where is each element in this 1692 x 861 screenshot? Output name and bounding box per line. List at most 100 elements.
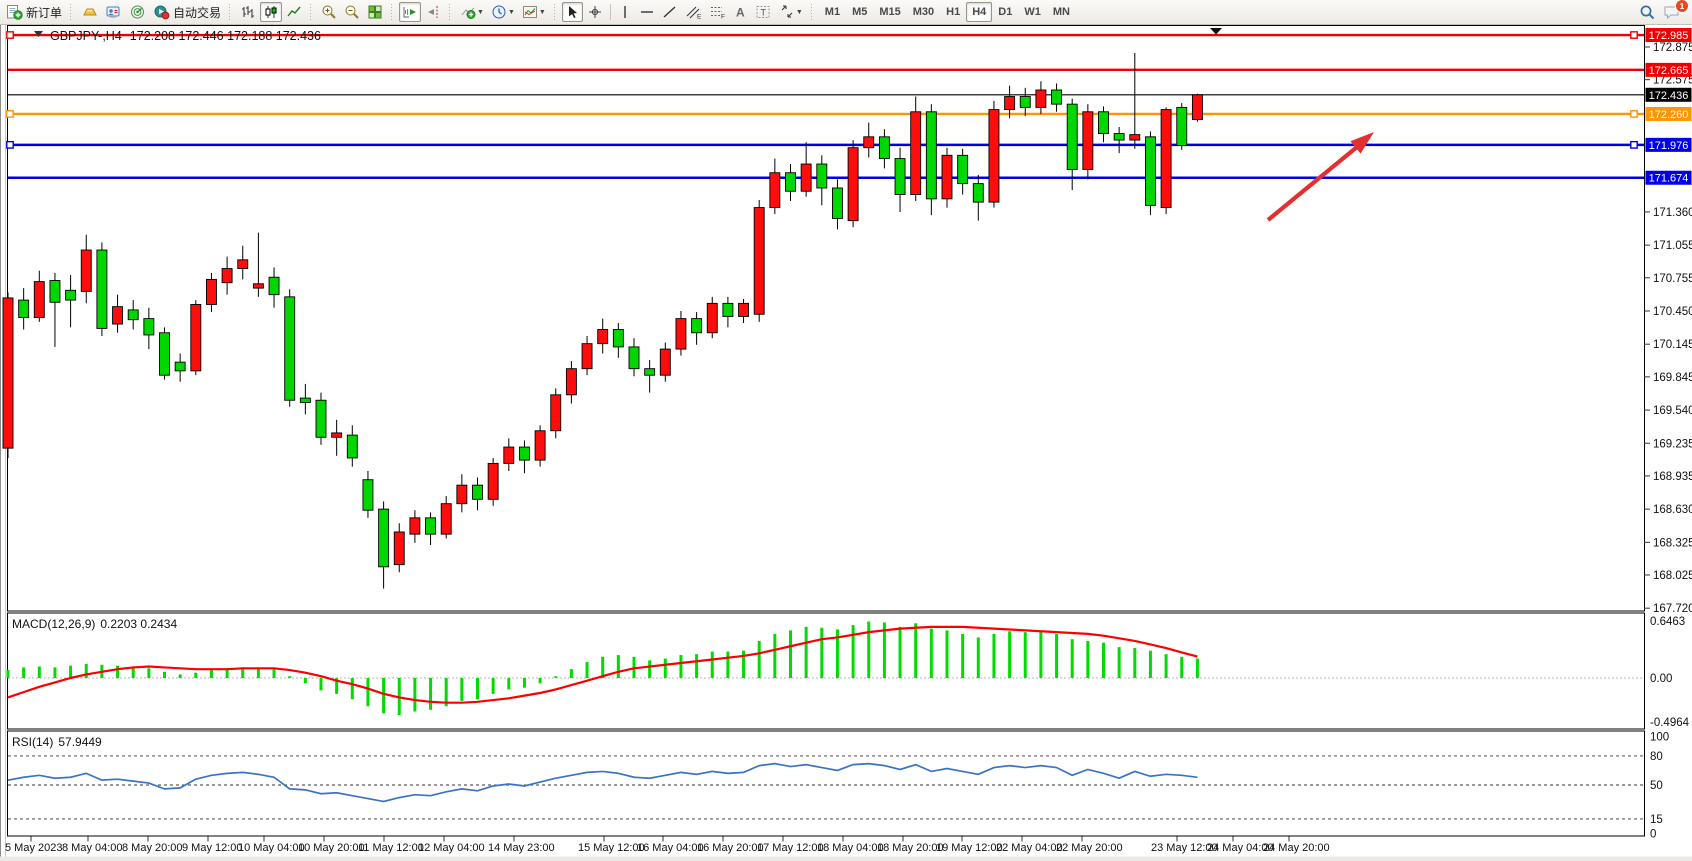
horizontal-line-tool[interactable] xyxy=(636,2,658,22)
cursor-icon xyxy=(568,6,577,19)
text-label-tool[interactable]: T xyxy=(752,2,775,22)
fibonacci-tool[interactable]: F xyxy=(706,2,729,22)
profiles-icon xyxy=(106,6,120,18)
price-badge-label: 171.976 xyxy=(1649,140,1689,152)
candles-layer xyxy=(2,52,1203,589)
timeframe-button-w1[interactable]: W1 xyxy=(1024,6,1041,18)
candle-body xyxy=(722,302,734,317)
zoom-out-icon xyxy=(345,5,359,19)
notifications-button[interactable]: 1 xyxy=(1660,0,1689,22)
time-label: 12 May 04:00 xyxy=(418,842,485,854)
line-chart-button[interactable] xyxy=(283,2,305,22)
crosshair-button[interactable] xyxy=(584,2,606,22)
price-tick-label: 168.630 xyxy=(1653,504,1692,516)
channel-tool[interactable]: E xyxy=(682,2,705,22)
toolbar: 新订单 自动交易 xyxy=(0,0,1692,25)
price-axis[interactable]: 172.875 172.575 171.360 171.055 170.755 170.4… xyxy=(1644,28,1692,841)
dropdown-arrow-icon[interactable]: ▼ xyxy=(507,8,515,16)
timeframe-button-m5[interactable]: M5 xyxy=(852,6,868,18)
dropdown-arrow-icon[interactable]: ▼ xyxy=(538,8,546,16)
candle-body xyxy=(393,531,405,566)
price-tick-label: 170.450 xyxy=(1653,306,1692,318)
candle-body xyxy=(284,296,296,401)
bar-chart-button[interactable] xyxy=(237,2,259,22)
candle-body xyxy=(378,508,390,568)
candle-body xyxy=(1191,94,1203,121)
price-tick-label: 169.540 xyxy=(1653,405,1692,417)
auto-scroll-icon xyxy=(403,7,417,18)
trendline-tool[interactable] xyxy=(659,2,681,22)
text-tool[interactable]: A xyxy=(730,2,751,22)
macd-scale-label: 0.6463 xyxy=(1650,616,1685,628)
line-handle xyxy=(6,31,14,39)
price-tick-label: 170.755 xyxy=(1653,273,1692,285)
templates-button[interactable]: ▼ xyxy=(519,2,549,22)
time-label: 10 May 04:00 xyxy=(238,842,305,854)
vertical-line-tool[interactable] xyxy=(615,2,635,22)
timeframe-button-h4[interactable]: H4 xyxy=(966,2,993,22)
price-tick-label: 168.935 xyxy=(1653,471,1692,483)
cursor-button[interactable] xyxy=(561,2,583,22)
rsi-scale-label: 0 xyxy=(1650,829,1656,841)
time-label: 18 May 04:00 xyxy=(817,842,884,854)
price-badge-label: 172.436 xyxy=(1649,90,1689,102)
price-badge xyxy=(1645,28,1692,43)
chart-shift-icon xyxy=(428,6,438,18)
zoom-in-button[interactable] xyxy=(318,2,340,22)
one-click-trading-expander[interactable] xyxy=(34,31,43,37)
candlestick-chart-button[interactable] xyxy=(260,2,283,22)
timeframe-button-mn[interactable]: MN xyxy=(1052,6,1070,18)
time-label: 11 May 12:00 xyxy=(358,842,424,854)
tile-windows-button[interactable] xyxy=(364,2,386,22)
trend-arrow-object[interactable] xyxy=(1266,132,1374,222)
time-label: 17 May 12:00 xyxy=(757,842,824,854)
panel-splitter-macd[interactable] xyxy=(7,612,1645,730)
periods-button[interactable]: ▼ xyxy=(488,2,518,22)
search-icon xyxy=(1640,5,1655,19)
panel-splitter-rsi[interactable] xyxy=(7,730,1645,837)
toolbar-grip xyxy=(228,4,234,20)
candle-body xyxy=(315,399,327,438)
svg-text:E: E xyxy=(697,14,702,21)
rsi-scale-label: 100 xyxy=(1650,732,1669,744)
timeframe-button-h1[interactable]: H1 xyxy=(946,6,961,18)
arrows-tool[interactable]: ▼ xyxy=(776,2,806,22)
price-badge-label: 172.665 xyxy=(1649,65,1689,77)
candle-body xyxy=(1035,89,1047,108)
time-label: 18 May 20:00 xyxy=(877,842,944,854)
timeframe-button-m1[interactable]: M1 xyxy=(824,6,841,18)
hline-handles-layer[interactable] xyxy=(6,31,1638,149)
new-chart-button[interactable] xyxy=(78,2,101,22)
timeframe-button-m30[interactable]: M30 xyxy=(912,6,935,18)
candle-body xyxy=(972,183,984,203)
toolbar-grip xyxy=(69,4,75,20)
toolbar-grip xyxy=(809,4,815,20)
timeframe-button-m15[interactable]: M15 xyxy=(879,6,901,18)
dropdown-arrow-icon[interactable]: ▼ xyxy=(477,8,484,16)
price-tick-label: 169.845 xyxy=(1653,372,1692,384)
dropdown-arrow-icon[interactable]: ▼ xyxy=(795,8,803,16)
indicators-button[interactable]: ▼ xyxy=(457,2,487,22)
candle-body xyxy=(174,361,186,372)
zoom-out-button[interactable] xyxy=(341,2,363,22)
candle-body xyxy=(519,446,530,461)
toolbar-grip xyxy=(552,4,558,20)
auto-scroll-button[interactable] xyxy=(399,2,422,22)
chart-shift-marker[interactable] xyxy=(1210,28,1222,35)
tile-windows-icon xyxy=(368,5,382,19)
market-watch-button[interactable] xyxy=(126,2,149,22)
search-button[interactable] xyxy=(1636,2,1659,22)
price-tick-label: 172.875 xyxy=(1653,42,1692,54)
autotrading-button[interactable]: 自动交易 xyxy=(150,2,224,22)
profiles-button[interactable] xyxy=(102,2,125,22)
timeframe-button-d1[interactable]: D1 xyxy=(998,6,1013,18)
new-order-button[interactable]: 新订单 xyxy=(3,2,65,22)
time-axis[interactable]: 5 May 2023 8 May 04:00 8 May 20:00 9 May 12… xyxy=(5,836,1330,855)
price-badge-label: 172.985 xyxy=(1649,30,1689,42)
chart-shift-button[interactable] xyxy=(422,2,444,22)
time-label: 19 May 12:00 xyxy=(936,842,1003,854)
price-badge-label: 171.674 xyxy=(1649,173,1689,185)
candle-body xyxy=(1144,136,1156,206)
price-tick-label: 172.575 xyxy=(1653,75,1692,87)
